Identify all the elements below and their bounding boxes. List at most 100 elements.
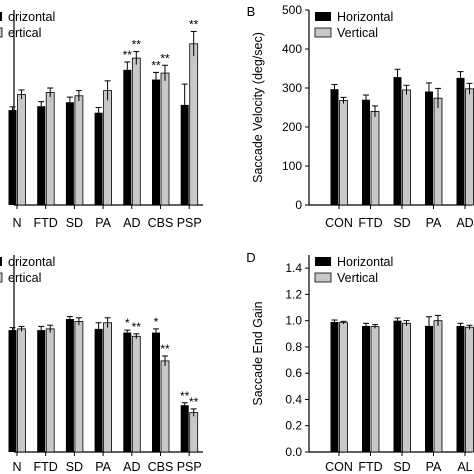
bar-horizontal — [362, 99, 370, 205]
significance-marker: ** — [160, 342, 170, 356]
bar-vertical — [339, 100, 348, 206]
panel-d: 0.0 0.2 0.4 0.6 0.8 1.0 1.2 1.4 Saccade End Gain… — [246, 250, 474, 474]
legend-label: ertical — [8, 271, 41, 285]
significance-marker: ** — [132, 320, 142, 334]
bar-horizontal — [8, 110, 17, 205]
bar-horizontal — [8, 330, 17, 452]
legend-label: Vertical — [337, 26, 378, 40]
panel-letter: B — [247, 4, 256, 19]
x-tick-label: SD — [393, 460, 410, 474]
bar-horizontal — [330, 89, 339, 205]
bar-horizontal — [123, 332, 132, 452]
y-tick-label: 0.0 — [285, 445, 302, 459]
bar-horizontal — [37, 330, 46, 452]
bar-horizontal — [456, 77, 465, 205]
bar-vertical — [189, 412, 199, 453]
y-tick-label: 400 — [282, 42, 302, 56]
significance-marker: ** — [151, 58, 161, 72]
x-tick-label: PA — [95, 216, 111, 230]
significance-marker: * — [154, 315, 159, 329]
legend-swatch-vertical — [314, 272, 332, 283]
x-tick-label: AD — [456, 216, 473, 230]
y-tick-label: 0 — [295, 198, 302, 212]
x-tick-label: AL — [457, 460, 472, 474]
y-tick-label: 0.6 — [285, 366, 302, 380]
legend-label: orizontal — [8, 255, 55, 269]
bar-vertical — [370, 326, 380, 453]
y-tick-label: 0.4 — [285, 392, 302, 406]
bar-vertical — [160, 72, 170, 206]
bar-horizontal — [425, 325, 433, 452]
bar-horizontal — [330, 321, 339, 452]
legend-swatch-horizontal — [0, 257, 2, 266]
y-tick-label: 1.0 — [285, 314, 302, 328]
legend-label: ertical — [8, 26, 41, 40]
y-tick-label: 0.2 — [285, 419, 302, 433]
bar-vertical — [465, 88, 474, 206]
panel-letter: D — [246, 250, 255, 265]
legend-label: Horizontal — [337, 10, 393, 24]
bar-vertical — [17, 328, 26, 453]
legend: Horizontal Vertical — [314, 255, 393, 285]
bar-horizontal — [180, 405, 189, 452]
significance-marker: ** — [180, 389, 190, 403]
panel-c: N FTD SD PA AD CBS PSP* ** ***** **orizontalertic… — [0, 255, 203, 474]
bar-horizontal — [425, 91, 433, 205]
x-tick-label: SD — [66, 460, 83, 474]
panel-b: 0 100 200 300 400 500 Saccade Velocity (deg/se… — [247, 3, 474, 230]
bar-vertical — [189, 43, 199, 206]
legend-swatch-horizontal — [315, 257, 331, 266]
significance-marker: ** — [189, 17, 199, 31]
bar-vertical — [45, 328, 55, 453]
x-tick-label: FTD — [358, 460, 382, 474]
x-tick-label: CON — [325, 460, 353, 474]
x-tick-label: CBS — [148, 216, 174, 230]
y-tick-label: 200 — [282, 120, 302, 134]
x-tick-label: PSP — [177, 460, 202, 474]
bar-vertical — [103, 322, 112, 453]
bar-horizontal — [393, 77, 402, 205]
significance-marker: ** — [132, 38, 142, 52]
x-tick-label: CON — [325, 216, 353, 230]
bar-vertical — [131, 335, 141, 453]
y-tick-label: 1.4 — [285, 261, 302, 275]
significance-marker: * — [125, 316, 130, 330]
significance-marker: ** — [123, 48, 133, 62]
bar-horizontal — [94, 112, 103, 205]
bar-vertical — [103, 90, 112, 206]
bar-vertical — [402, 89, 411, 206]
x-tick-label: AD — [123, 216, 140, 230]
bar-horizontal — [152, 332, 160, 452]
bar-vertical — [160, 360, 170, 453]
legend-swatch-vertical — [314, 27, 332, 38]
x-tick-label: FTD — [358, 216, 382, 230]
bar-horizontal — [37, 106, 46, 205]
bar-horizontal — [65, 319, 74, 452]
y-tick-label: 0.8 — [285, 340, 302, 354]
x-tick-label: FTD — [34, 216, 58, 230]
y-axis-label: Saccade Velocity (deg/sec) — [251, 32, 265, 183]
bar-vertical — [74, 95, 84, 206]
legend-label: Vertical — [337, 271, 378, 285]
bar-horizontal — [123, 69, 132, 205]
bar-vertical — [45, 92, 55, 206]
legend-swatch-vertical — [0, 272, 3, 283]
bar-vertical — [465, 326, 474, 453]
bar-horizontal — [362, 325, 370, 452]
bar-horizontal — [180, 104, 189, 205]
bar-horizontal — [94, 328, 103, 452]
significance-marker: ** — [160, 51, 170, 65]
bar-vertical — [370, 111, 380, 206]
legend-swatch-vertical — [0, 27, 3, 38]
x-tick-label: N — [12, 460, 21, 474]
legend-swatch-horizontal — [0, 12, 2, 21]
x-tick-label: PA — [426, 216, 442, 230]
x-tick-label: CBS — [148, 460, 174, 474]
bar-vertical — [339, 322, 348, 453]
bar-vertical — [17, 94, 26, 206]
bar-horizontal — [65, 102, 74, 205]
significance-marker: ** — [189, 395, 199, 409]
legend: orizontal ertical — [0, 255, 55, 285]
bar-vertical — [402, 322, 411, 453]
